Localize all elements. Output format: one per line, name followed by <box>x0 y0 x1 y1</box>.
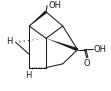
Text: OH: OH <box>94 45 107 54</box>
Text: O: O <box>84 59 90 68</box>
Text: H: H <box>6 37 13 46</box>
Polygon shape <box>29 11 47 26</box>
Text: OH: OH <box>49 1 62 10</box>
Text: H: H <box>25 71 31 80</box>
Polygon shape <box>46 38 78 51</box>
